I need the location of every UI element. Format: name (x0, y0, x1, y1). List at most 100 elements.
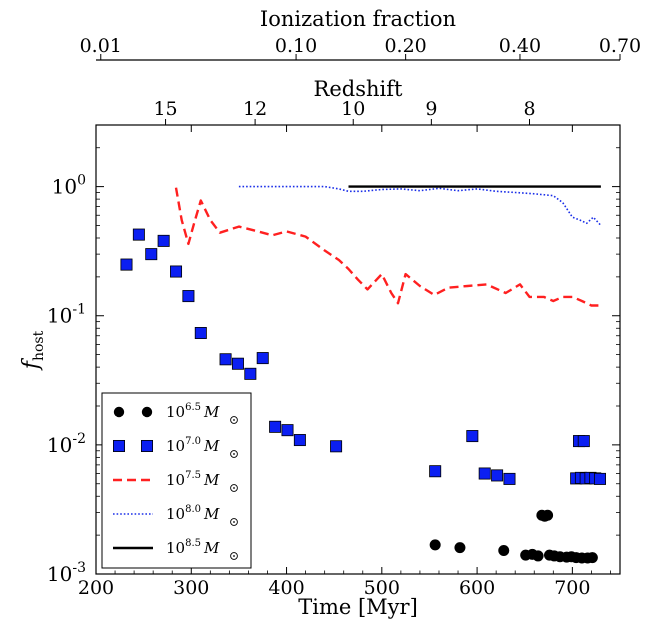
legend-exponent: 8.0 (185, 504, 201, 515)
sun-symbol-dot (233, 521, 235, 523)
legend-unit: M (203, 403, 220, 421)
x-tick-label: 700 (554, 577, 590, 599)
legend-unit: M (203, 505, 220, 523)
data-point-square (194, 327, 207, 340)
redshift-tick-label: 9 (425, 98, 437, 120)
ionization-tick-label: 0.70 (599, 35, 641, 57)
data-point-square (503, 472, 516, 485)
data-point-circle (429, 539, 441, 551)
y-axis-label: fhost (19, 330, 47, 371)
data-point-square (293, 434, 306, 447)
data-point-square (256, 352, 269, 365)
x-tick-label: 200 (78, 577, 114, 599)
legend-label: 107.5 M (166, 470, 220, 489)
redshift-tick-label: 12 (243, 98, 267, 120)
y-tick-label: 10-1 (47, 302, 86, 328)
redshift-axis-label: Redshift (314, 77, 403, 101)
legend-label: 106.5 M (166, 402, 220, 421)
ionization-tick-label: 0.01 (80, 35, 122, 57)
redshift-tick-label: 10 (341, 98, 365, 120)
data-point-square (244, 367, 257, 380)
sun-symbol-dot (233, 453, 235, 455)
y-tick-exponent: -2 (72, 431, 86, 447)
data-point-square (577, 435, 590, 448)
data-point-square (231, 357, 244, 370)
ionization-tick-label: 0.20 (384, 35, 426, 57)
y-axis-label-sub: host (31, 330, 47, 361)
data-point-square (132, 228, 145, 241)
legend-label: 108.0 M (166, 504, 220, 523)
legend-exponent: 8.5 (185, 538, 201, 549)
plot-area (95, 124, 621, 575)
sun-symbol-dot (233, 487, 235, 489)
data-point-square (120, 258, 133, 271)
legend-exponent: 7.0 (185, 436, 201, 447)
legend-marker (140, 439, 153, 452)
legend-exponent: 6.5 (185, 402, 201, 413)
data-point-square (145, 248, 158, 261)
y-tick-base: 10 (47, 433, 72, 457)
data-point-square (330, 440, 343, 453)
legend-marker (113, 406, 125, 418)
y-tick-exponent: -1 (72, 302, 86, 318)
x-tick-label: 600 (459, 577, 495, 599)
y-tick-base: 10 (52, 175, 77, 199)
ionization-tick-label: 0.40 (499, 35, 541, 57)
legend-label: 108.5 M (166, 538, 220, 557)
legend-box (101, 392, 252, 569)
legend-base: 10 (166, 437, 185, 455)
ionization-axis: Ionization fraction 0.01 0.10 0.20 0.40 0.70 (80, 7, 641, 61)
y-tick-label: 10-3 (47, 560, 86, 586)
y-tick-exponent: -3 (72, 560, 86, 576)
redshift-ticks: 15 12 10 9 8 (153, 98, 536, 125)
data-point-square (429, 465, 442, 478)
data-point-square (157, 234, 170, 247)
y-tick-label: 10-2 (47, 431, 86, 457)
sun-symbol-dot (233, 419, 235, 421)
data-point-circle (532, 550, 544, 562)
y-tick-exponent: 0 (77, 173, 86, 189)
legend-label: 107.0 M (166, 436, 220, 455)
legend-exponent: 7.5 (185, 470, 201, 481)
x-tick-label: 400 (268, 577, 304, 599)
redshift-tick-label: 15 (153, 98, 177, 120)
sun-symbol-icon (230, 484, 238, 492)
legend-base: 10 (166, 471, 185, 489)
redshift-axis: Redshift (314, 77, 403, 101)
sun-symbol-dot (233, 555, 235, 557)
series-line (238, 185, 602, 227)
legend-marker (113, 439, 126, 452)
legend-unit: M (203, 437, 220, 455)
series-line (174, 187, 601, 307)
ionization-axis-label: Ionization fraction (260, 7, 456, 31)
redshift-tick-label: 8 (523, 98, 535, 120)
legend-unit: M (203, 471, 220, 489)
sun-symbol-icon (230, 552, 238, 560)
data-point-square (593, 472, 606, 485)
legend-unit: M (203, 539, 220, 557)
data-point-square (281, 424, 294, 437)
data-point-circle (542, 509, 554, 521)
x-axis-label: Time [Myr] (298, 595, 418, 619)
data-point-square (219, 353, 232, 366)
legend-base: 10 (166, 403, 185, 421)
legend-base: 10 (166, 505, 185, 523)
x-tick-label: 300 (173, 577, 209, 599)
ionization-tick-label: 0.10 (275, 35, 317, 57)
data-point-circle (586, 552, 598, 564)
ionization-ticks: 0.01 0.10 0.20 0.40 0.70 (80, 35, 641, 60)
data-point-square (478, 467, 491, 480)
data-point-circle (498, 545, 510, 557)
y-tick-base: 10 (47, 562, 72, 586)
sun-symbol-icon (230, 416, 238, 424)
x-tick-label: 500 (364, 577, 400, 599)
legend-marker (141, 406, 153, 418)
data-point-square (182, 290, 195, 303)
series-layer (120, 185, 606, 564)
data-point-square (170, 265, 183, 278)
data-point-square (466, 430, 479, 443)
